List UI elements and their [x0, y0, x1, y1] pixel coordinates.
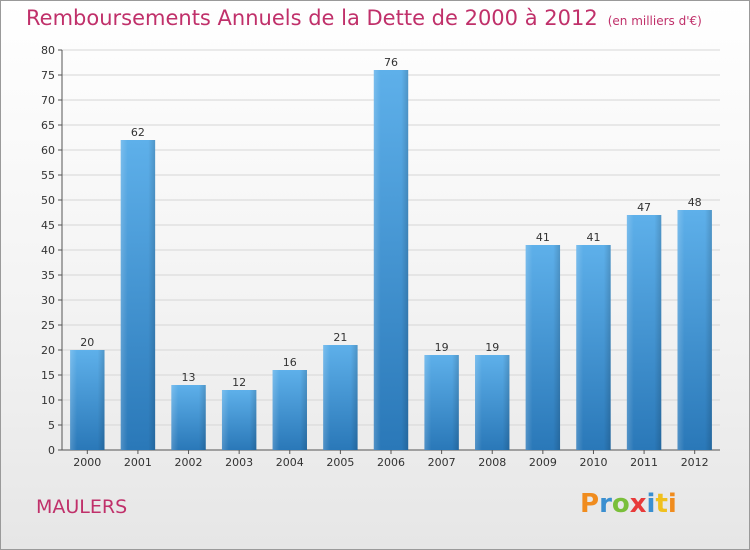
city-name: MAULERS [36, 496, 128, 518]
y-tick-label: 55 [41, 169, 55, 182]
y-tick-label: 5 [48, 419, 55, 432]
bar-shade [626, 215, 662, 450]
chart-title: Remboursements Annuels de la Dette de 20… [26, 6, 702, 30]
y-tick-label: 70 [41, 94, 55, 107]
x-tick-label: 2004 [276, 456, 304, 469]
bar-shade [373, 70, 409, 450]
data-label: 76 [384, 56, 398, 69]
y-tick-label: 20 [41, 344, 55, 357]
bar-shade [677, 210, 712, 450]
logo-letter: P [580, 489, 600, 519]
data-label: 20 [80, 336, 94, 349]
logo-letter: i [667, 489, 677, 519]
bar-shade [424, 355, 459, 450]
labels: 20 2000 62 2001 13 2002 12 2003 16 2004 21 2005 76 20… [73, 56, 708, 469]
logo-letter: i [646, 489, 656, 519]
y-tick-label: 25 [41, 319, 55, 332]
x-tick-label: 2001 [124, 456, 152, 469]
y-tick-label: 65 [41, 119, 55, 132]
data-label: 19 [485, 341, 499, 354]
x-tick-label: 2009 [529, 456, 557, 469]
y-tick-label: 35 [41, 269, 55, 282]
logo-letter: o [611, 489, 630, 519]
title-unit: (en milliers d'€) [607, 14, 702, 28]
logo-letter: r [599, 489, 612, 519]
x-tick-label: 2010 [579, 456, 607, 469]
bar-shade [221, 390, 257, 450]
y-tick-label: 80 [41, 44, 55, 57]
bar-shade [120, 140, 156, 450]
data-label: 47 [637, 201, 651, 214]
bar-shade [576, 245, 611, 450]
x-tick-label: 2007 [428, 456, 456, 469]
bar-shade [272, 370, 307, 450]
data-label: 41 [586, 231, 600, 244]
x-tick-label: 2012 [681, 456, 709, 469]
x-tick-label: 2003 [225, 456, 253, 469]
title-text: Remboursements Annuels de la Dette de 20… [26, 6, 598, 30]
x-tick-label: 2008 [478, 456, 506, 469]
bar-shade [171, 385, 206, 450]
bar-shade [525, 245, 561, 450]
y-tick-label: 75 [41, 69, 55, 82]
logo-letter: x [629, 489, 647, 519]
data-label: 48 [688, 196, 702, 209]
bar-shade [70, 350, 105, 450]
data-label: 62 [131, 126, 145, 139]
x-tick-label: 2002 [175, 456, 203, 469]
data-label: 12 [232, 376, 246, 389]
proxiti-logo: Proxiti [580, 489, 677, 519]
y-tick-label: 40 [41, 244, 55, 257]
y-tick-label: 50 [41, 194, 55, 207]
bar-shade [475, 355, 510, 450]
data-label: 13 [182, 371, 196, 384]
bar-shade [323, 345, 358, 450]
y-tick-label: 0 [48, 444, 55, 457]
bars [70, 70, 712, 450]
y-tick-label: 45 [41, 219, 55, 232]
data-label: 41 [536, 231, 550, 244]
data-label: 16 [283, 356, 297, 369]
x-tick-label: 2000 [73, 456, 101, 469]
logo-letter: t [655, 489, 668, 519]
y-tick-label: 10 [41, 394, 55, 407]
data-label: 19 [435, 341, 449, 354]
data-label: 21 [333, 331, 347, 344]
x-tick-label: 2006 [377, 456, 405, 469]
y-tick-label: 30 [41, 294, 55, 307]
x-tick-label: 2011 [630, 456, 658, 469]
x-tick-label: 2005 [326, 456, 354, 469]
y-tick-label: 15 [41, 369, 55, 382]
y-tick-label: 60 [41, 144, 55, 157]
